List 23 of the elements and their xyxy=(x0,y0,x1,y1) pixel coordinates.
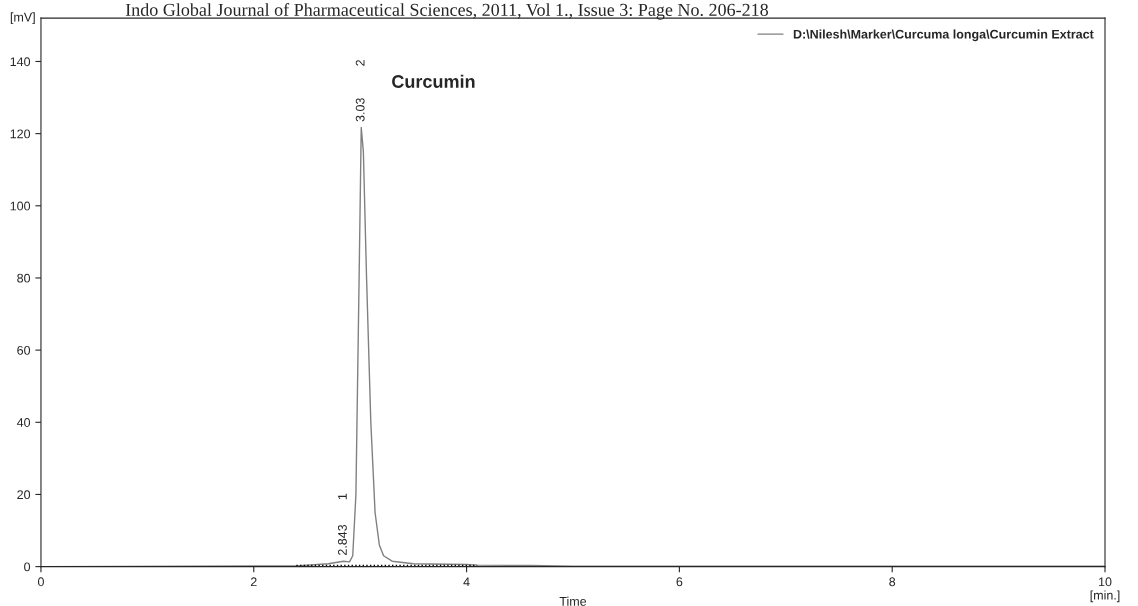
y-axis-title: [mV] xyxy=(10,12,35,25)
annotation: 2.843 xyxy=(337,524,347,556)
x-tick-label: 8 xyxy=(889,577,896,587)
x-tick-label: 10 [min.] xyxy=(1090,577,1120,603)
annotation: Curcumin xyxy=(392,74,475,88)
x-tick-label: 0 xyxy=(37,577,44,587)
y-tick-label: 0 xyxy=(24,562,31,572)
y-tick-label: 120 xyxy=(10,129,31,139)
y-tick-label: 140 xyxy=(10,57,31,67)
legend-label: D:\Nilesh\Marker\Curcuma longa\Curcumin Extract xyxy=(793,29,1094,42)
y-tick-label: 40 xyxy=(16,418,31,427)
x-tick-label: 6 xyxy=(676,577,683,587)
y-tick-label: 80 xyxy=(17,273,31,283)
y-tick-label: 60 xyxy=(17,345,31,355)
chart-title: Indo Global Journal of Pharmaceutical Sciences, 2011, Vol 1., Issue 3: Page No. 206-218 xyxy=(125,3,769,20)
y-tick-label: 100 xyxy=(10,201,31,211)
y-tick-label: 20 xyxy=(17,490,31,500)
x-tick-label: 4 xyxy=(463,577,470,587)
x-tick-label: 2 xyxy=(250,577,257,587)
annotation: 1 xyxy=(338,493,347,500)
annotation: 3.03 xyxy=(355,98,365,122)
x-axis-title: Time xyxy=(559,596,587,606)
annotation: 2 xyxy=(355,60,365,66)
